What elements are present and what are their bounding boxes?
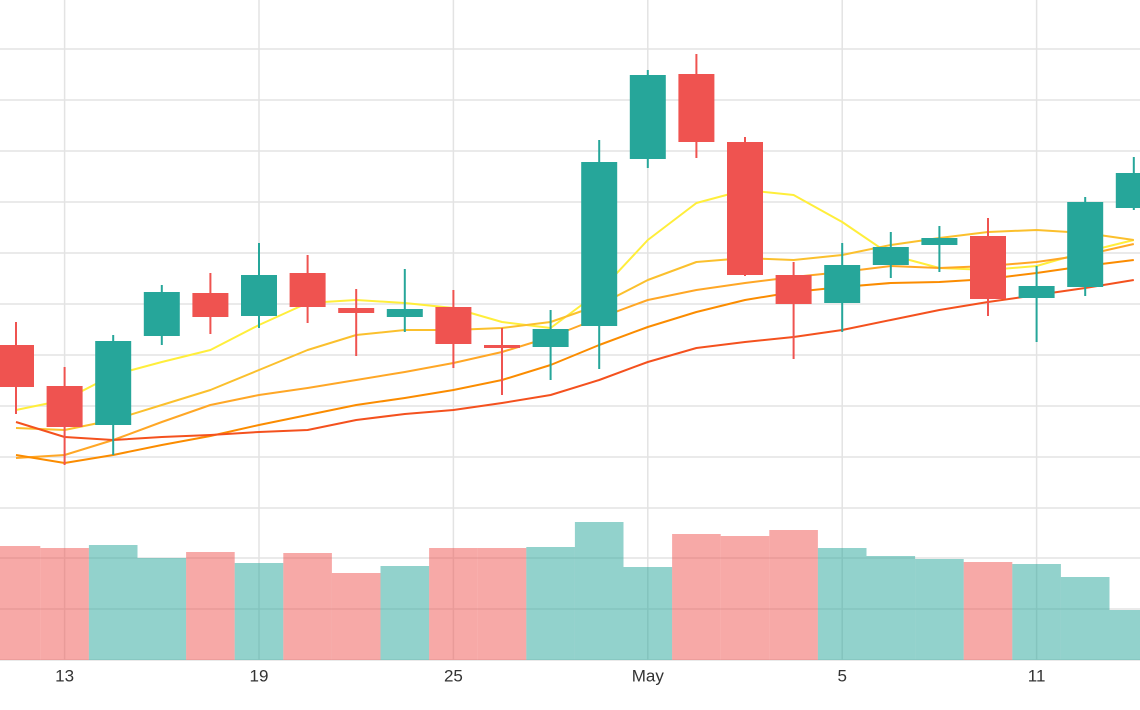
candle-body bbox=[1067, 202, 1104, 287]
candle-body bbox=[95, 341, 132, 425]
ma-line bbox=[15, 229, 1134, 431]
volume-bar bbox=[672, 534, 721, 660]
x-tick-label: 13 bbox=[55, 666, 74, 685]
volume-bar bbox=[1060, 577, 1110, 660]
ma-line bbox=[15, 243, 1135, 459]
candle-body bbox=[143, 292, 180, 336]
candle-body bbox=[1115, 173, 1140, 208]
volume-bar bbox=[234, 563, 284, 660]
candle-body bbox=[241, 275, 277, 316]
volume-bar bbox=[915, 559, 964, 660]
candle-body bbox=[581, 162, 618, 326]
candle-body bbox=[921, 238, 958, 245]
x-tick-label: 19 bbox=[250, 666, 269, 685]
candle-body bbox=[386, 309, 423, 317]
candle-body bbox=[775, 275, 812, 304]
candle-body bbox=[872, 247, 909, 265]
ma-line bbox=[15, 189, 1135, 411]
ma-line bbox=[15, 279, 1134, 441]
volume-bar bbox=[1012, 564, 1061, 660]
x-tick-label: May bbox=[632, 666, 665, 685]
x-tick-label: 25 bbox=[444, 666, 463, 685]
volume-bar bbox=[429, 548, 478, 660]
volume-bar bbox=[40, 548, 89, 660]
volume-bar bbox=[769, 530, 818, 660]
volume-bar bbox=[137, 558, 187, 660]
volume-bar bbox=[477, 548, 527, 660]
candle-body bbox=[532, 329, 569, 347]
candle-body bbox=[46, 386, 83, 427]
candle-body bbox=[289, 273, 326, 307]
candle-body bbox=[678, 74, 715, 142]
candle-body bbox=[0, 345, 34, 387]
volume-bar bbox=[574, 522, 624, 660]
candle-body bbox=[970, 236, 1006, 299]
volume-bar bbox=[283, 553, 332, 660]
volume-bar bbox=[1109, 610, 1140, 660]
candle-body bbox=[1018, 286, 1055, 298]
volume-bar bbox=[0, 546, 41, 660]
x-tick-label: 11 bbox=[1028, 666, 1046, 685]
volume-bar bbox=[817, 548, 867, 660]
volume-bar bbox=[526, 547, 575, 660]
x-tick-label: 5 bbox=[837, 666, 846, 685]
volume-bar bbox=[88, 545, 138, 660]
volume-bar bbox=[963, 562, 1013, 660]
candle-body bbox=[435, 307, 472, 344]
candle-body bbox=[727, 142, 763, 275]
volume-bar bbox=[186, 552, 235, 660]
volume-bar bbox=[623, 567, 673, 660]
candle-body bbox=[824, 265, 861, 303]
candle-body bbox=[484, 345, 520, 348]
ma-line bbox=[15, 259, 1134, 464]
candle-body bbox=[629, 75, 666, 159]
candle-body bbox=[338, 308, 375, 313]
volume-bar bbox=[380, 566, 430, 660]
candle-body bbox=[192, 293, 229, 317]
volume-bar bbox=[720, 536, 770, 660]
volume-bar bbox=[331, 573, 381, 660]
volume-bar bbox=[866, 556, 916, 660]
